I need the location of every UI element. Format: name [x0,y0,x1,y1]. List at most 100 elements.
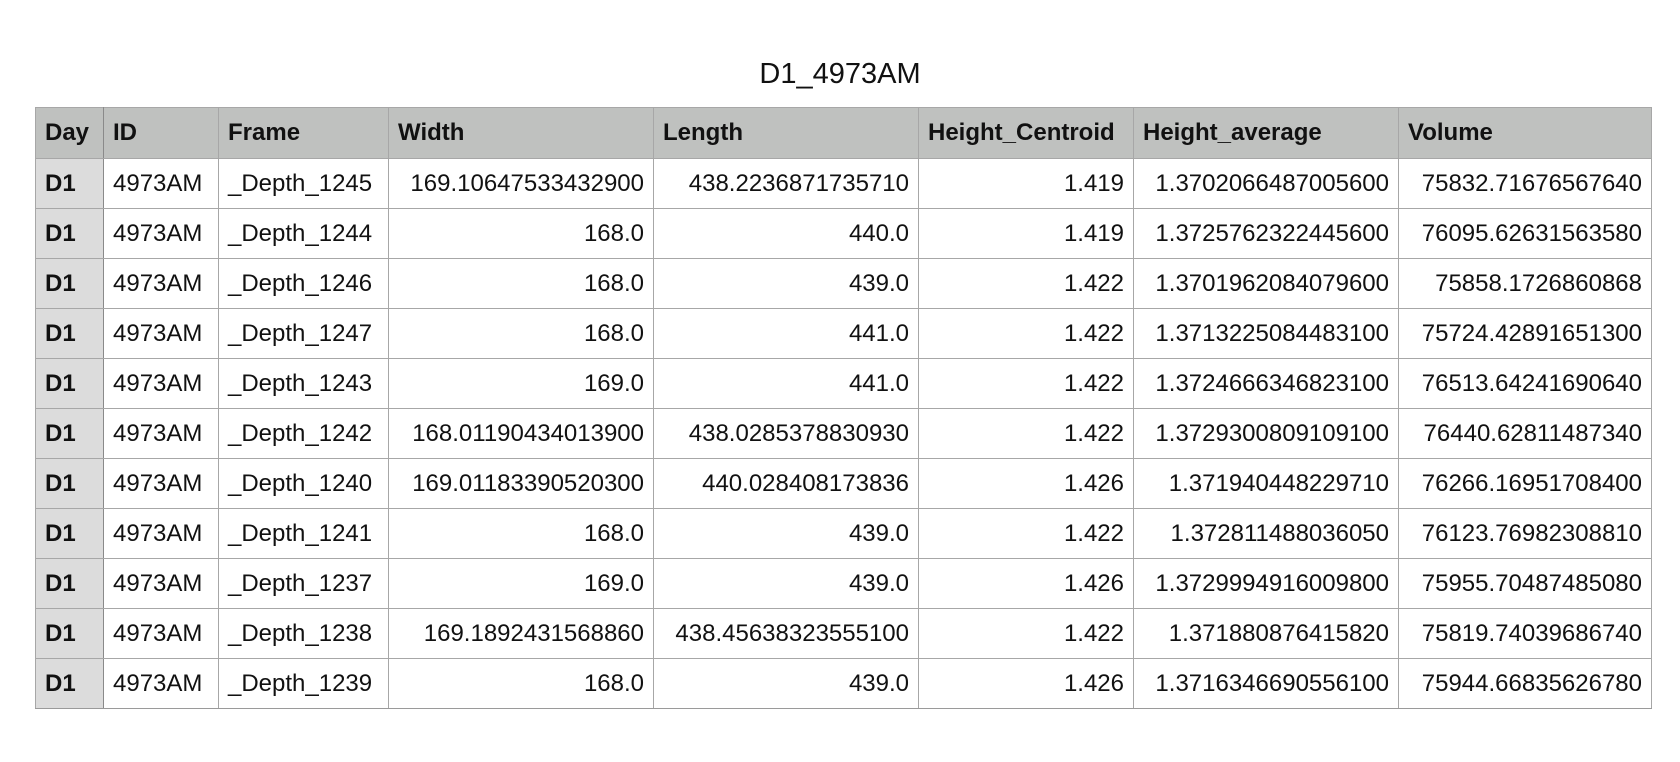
cell-frame[interactable]: _Depth_1239 [218,658,389,709]
cell-day[interactable]: D1 [35,658,104,709]
cell-volume[interactable]: 75724.42891651300 [1398,308,1652,359]
cell-height-centroid[interactable]: 1.422 [918,308,1134,359]
header-row: Day ID Frame Width Length Height_Centroi… [35,107,1652,159]
cell-volume[interactable]: 75944.66835626780 [1398,658,1652,709]
cell-length[interactable]: 441.0 [653,308,919,359]
cell-height-average[interactable]: 1.3702066487005600 [1133,158,1399,209]
cell-frame[interactable]: _Depth_1240 [218,458,389,509]
column-header-id[interactable]: ID [103,107,219,159]
cell-height-centroid[interactable]: 1.426 [918,558,1134,609]
cell-volume[interactable]: 75832.71676567640 [1398,158,1652,209]
cell-height-average[interactable]: 1.372811488036050 [1133,508,1399,559]
cell-width[interactable]: 169.1892431568860 [388,608,654,659]
cell-length[interactable]: 438.0285378830930 [653,408,919,459]
column-header-height-average[interactable]: Height_average [1133,107,1399,159]
cell-height-centroid[interactable]: 1.422 [918,358,1134,409]
cell-height-centroid[interactable]: 1.422 [918,408,1134,459]
cell-day[interactable]: D1 [35,608,104,659]
table-row: D1 4973AM _Depth_1237 169.0 439.0 1.426 1.3729… [35,558,1652,609]
cell-id[interactable]: 4973AM [103,158,219,209]
cell-frame[interactable]: _Depth_1241 [218,508,389,559]
cell-height-average[interactable]: 1.371940448229710 [1133,458,1399,509]
cell-width[interactable]: 169.01183390520300 [388,458,654,509]
cell-id[interactable]: 4973AM [103,208,219,259]
cell-height-average[interactable]: 1.371880876415820 [1133,608,1399,659]
cell-id[interactable]: 4973AM [103,408,219,459]
cell-height-average[interactable]: 1.3725762322445600 [1133,208,1399,259]
cell-volume[interactable]: 76513.64241690640 [1398,358,1652,409]
cell-volume[interactable]: 75819.74039686740 [1398,608,1652,659]
cell-width[interactable]: 168.0 [388,658,654,709]
column-header-day[interactable]: Day [35,107,104,159]
cell-height-average[interactable]: 1.3729994916009800 [1133,558,1399,609]
column-header-frame[interactable]: Frame [218,107,389,159]
column-header-height-centroid[interactable]: Height_Centroid [918,107,1134,159]
cell-id[interactable]: 4973AM [103,308,219,359]
cell-width[interactable]: 169.0 [388,558,654,609]
cell-frame[interactable]: _Depth_1247 [218,308,389,359]
cell-id[interactable]: 4973AM [103,508,219,559]
cell-day[interactable]: D1 [35,458,104,509]
cell-id[interactable]: 4973AM [103,558,219,609]
cell-width[interactable]: 168.0 [388,208,654,259]
cell-frame[interactable]: _Depth_1245 [218,158,389,209]
cell-height-average[interactable]: 1.3729300809109100 [1133,408,1399,459]
cell-width[interactable]: 169.0 [388,358,654,409]
cell-volume[interactable]: 76123.76982308810 [1398,508,1652,559]
cell-volume[interactable]: 76095.62631563580 [1398,208,1652,259]
cell-id[interactable]: 4973AM [103,658,219,709]
column-header-width[interactable]: Width [388,107,654,159]
cell-volume[interactable]: 75955.70487485080 [1398,558,1652,609]
cell-length[interactable]: 439.0 [653,508,919,559]
cell-height-centroid[interactable]: 1.419 [918,158,1134,209]
cell-height-centroid[interactable]: 1.422 [918,258,1134,309]
cell-length[interactable]: 440.0 [653,208,919,259]
cell-day[interactable]: D1 [35,308,104,359]
cell-height-average[interactable]: 1.3713225084483100 [1133,308,1399,359]
cell-frame[interactable]: _Depth_1244 [218,208,389,259]
cell-day[interactable]: D1 [35,358,104,409]
cell-day[interactable]: D1 [35,508,104,559]
cell-id[interactable]: 4973AM [103,358,219,409]
cell-height-centroid[interactable]: 1.422 [918,608,1134,659]
cell-height-average[interactable]: 1.3716346690556100 [1133,658,1399,709]
cell-id[interactable]: 4973AM [103,458,219,509]
cell-day[interactable]: D1 [35,158,104,209]
cell-frame[interactable]: _Depth_1238 [218,608,389,659]
table-body: D1 4973AM _Depth_1245 169.10647533432900 438… [35,158,1652,709]
cell-length[interactable]: 439.0 [653,558,919,609]
cell-frame[interactable]: _Depth_1242 [218,408,389,459]
cell-height-average[interactable]: 1.3701962084079600 [1133,258,1399,309]
cell-width[interactable]: 169.10647533432900 [388,158,654,209]
cell-height-centroid[interactable]: 1.422 [918,508,1134,559]
cell-length[interactable]: 439.0 [653,658,919,709]
cell-height-average[interactable]: 1.3724666346823100 [1133,358,1399,409]
cell-length[interactable]: 438.2236871735710 [653,158,919,209]
cell-length[interactable]: 440.028408173836 [653,458,919,509]
table-row: D1 4973AM _Depth_1241 168.0 439.0 1.422 1.3728… [35,508,1652,559]
cell-frame[interactable]: _Depth_1246 [218,258,389,309]
cell-height-centroid[interactable]: 1.426 [918,458,1134,509]
cell-frame[interactable]: _Depth_1237 [218,558,389,609]
cell-width[interactable]: 168.01190434013900 [388,408,654,459]
cell-volume[interactable]: 76440.62811487340 [1398,408,1652,459]
cell-id[interactable]: 4973AM [103,608,219,659]
cell-day[interactable]: D1 [35,208,104,259]
cell-volume[interactable]: 76266.16951708400 [1398,458,1652,509]
cell-length[interactable]: 439.0 [653,258,919,309]
cell-id[interactable]: 4973AM [103,258,219,309]
cell-volume[interactable]: 75858.1726860868 [1398,258,1652,309]
cell-height-centroid[interactable]: 1.426 [918,658,1134,709]
cell-length[interactable]: 441.0 [653,358,919,409]
cell-width[interactable]: 168.0 [388,508,654,559]
cell-width[interactable]: 168.0 [388,308,654,359]
cell-length[interactable]: 438.45638323555100 [653,608,919,659]
cell-day[interactable]: D1 [35,258,104,309]
cell-day[interactable]: D1 [35,558,104,609]
cell-width[interactable]: 168.0 [388,258,654,309]
column-header-volume[interactable]: Volume [1398,107,1652,159]
cell-height-centroid[interactable]: 1.419 [918,208,1134,259]
cell-day[interactable]: D1 [35,408,104,459]
cell-frame[interactable]: _Depth_1243 [218,358,389,409]
column-header-length[interactable]: Length [653,107,919,159]
